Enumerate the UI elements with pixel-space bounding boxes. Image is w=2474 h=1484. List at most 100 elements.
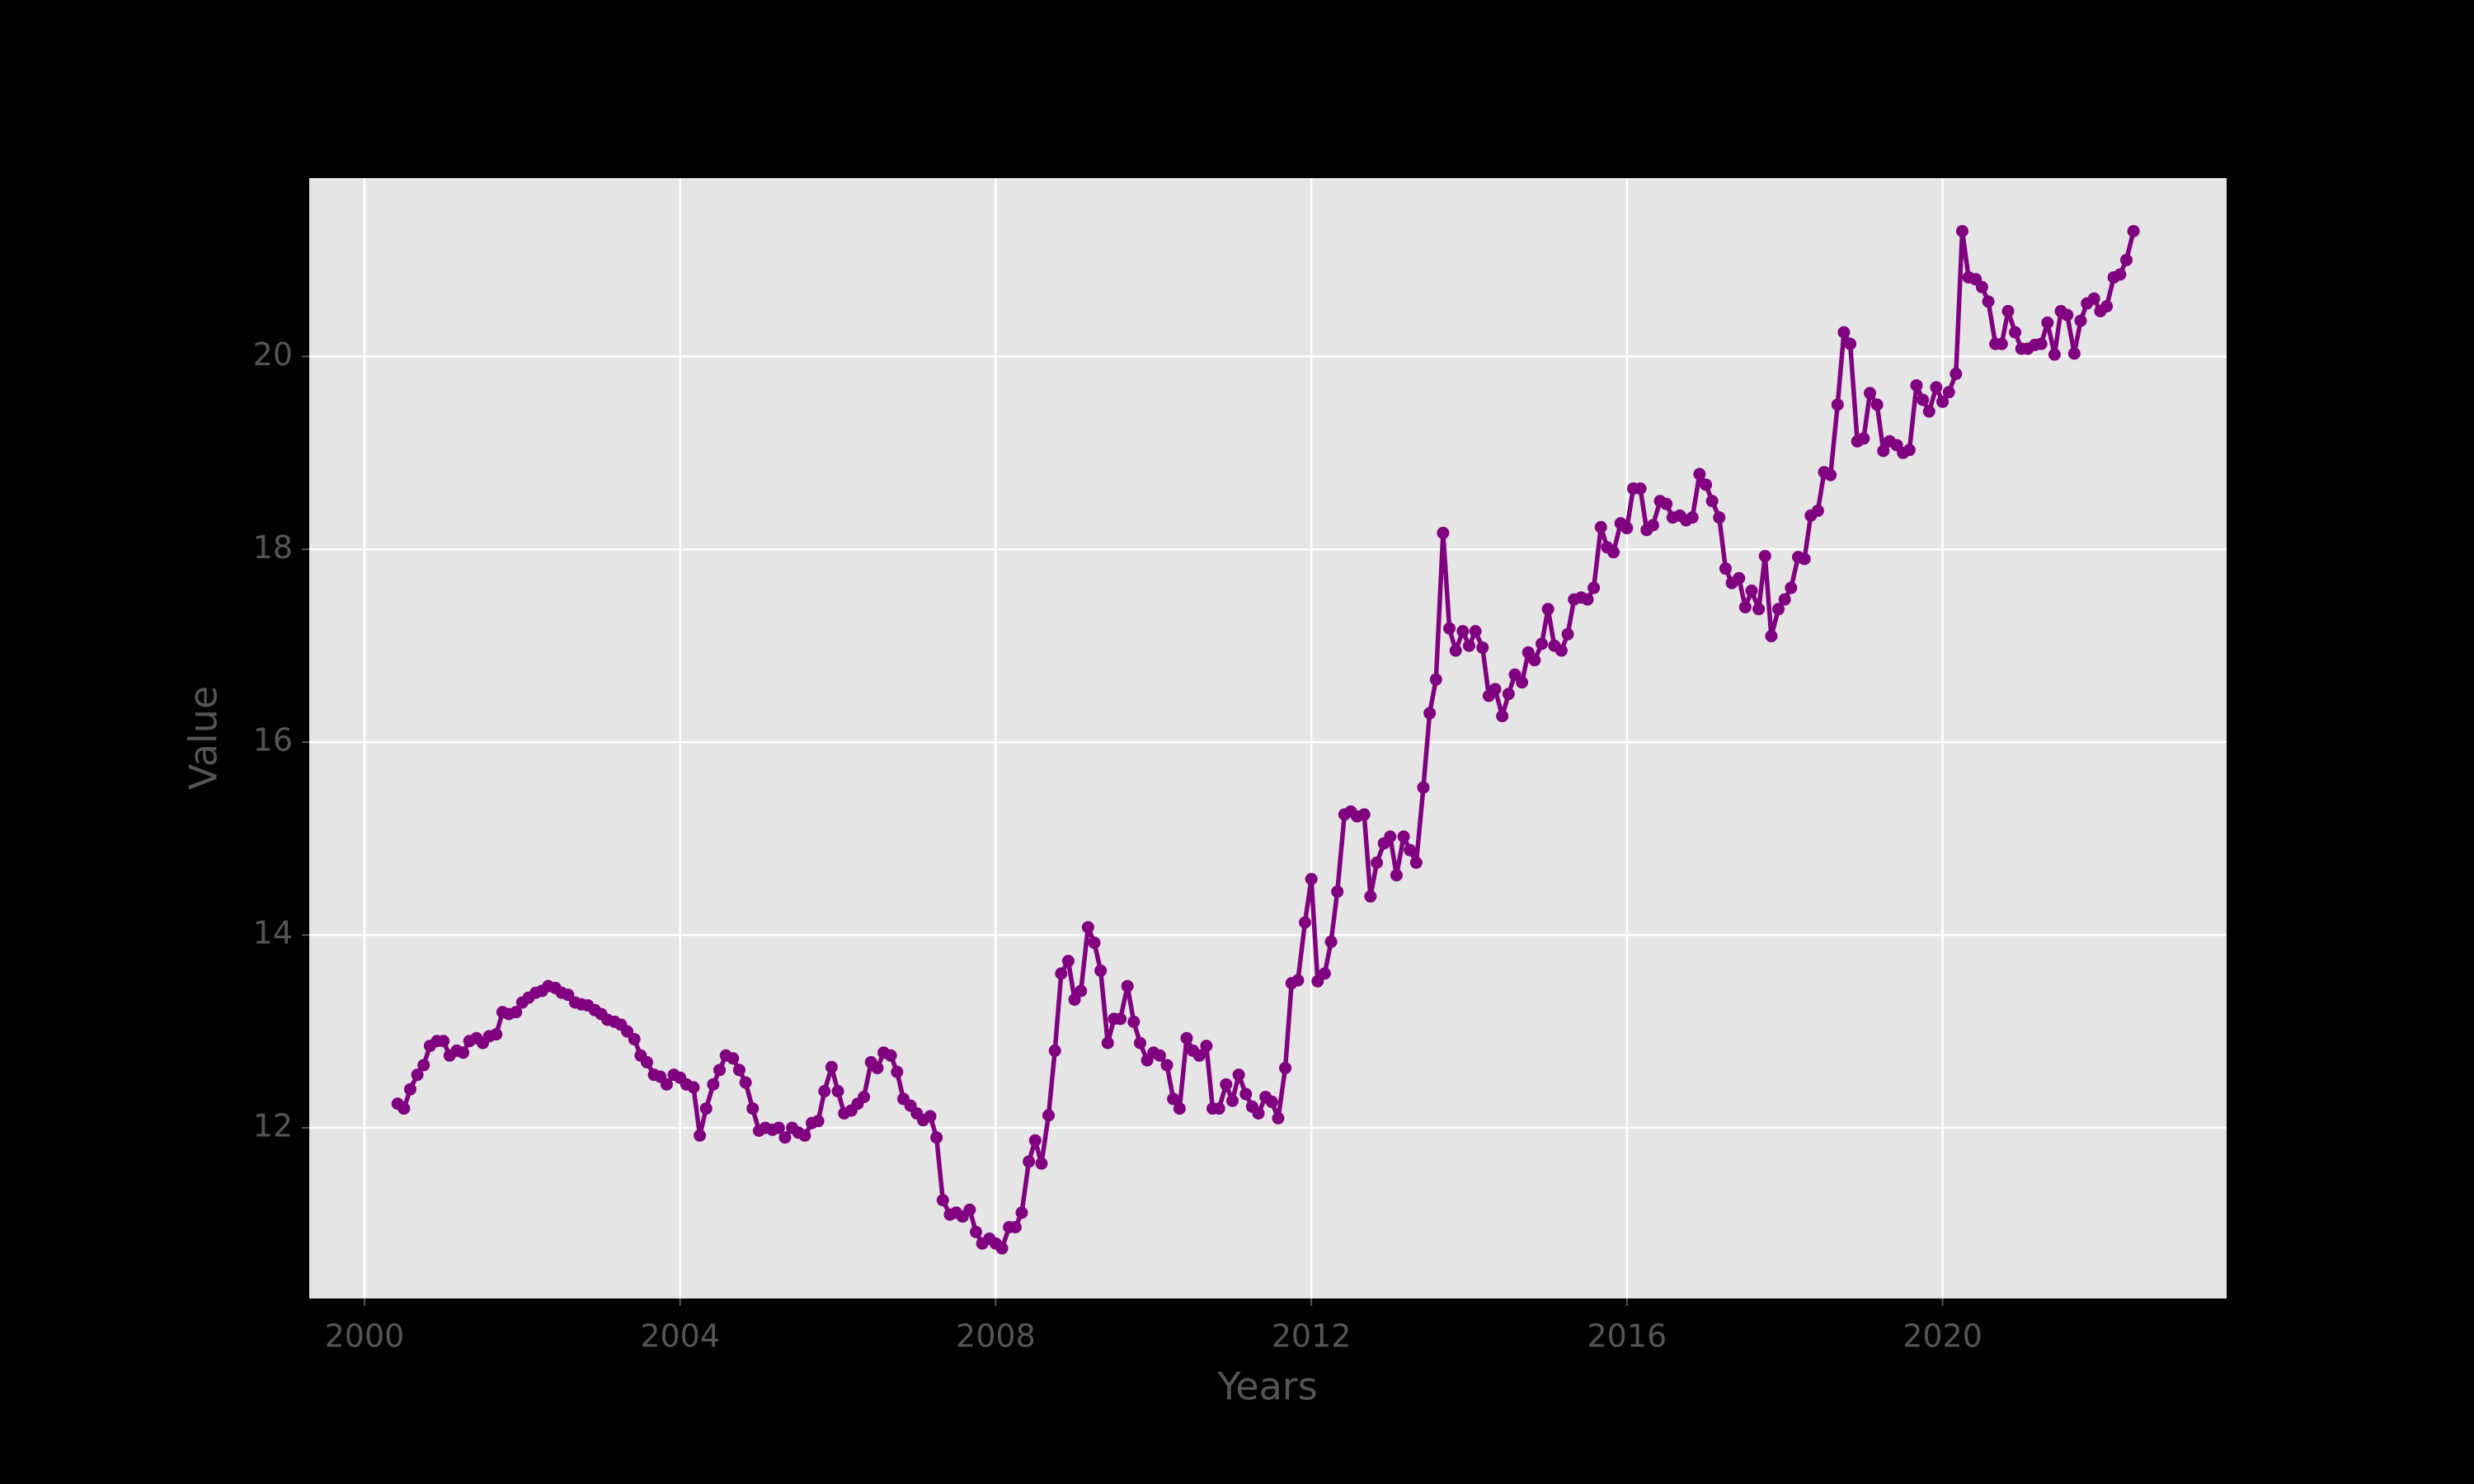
data-point xyxy=(1837,326,1851,339)
data-point xyxy=(2009,326,2022,339)
data-point xyxy=(1371,856,1384,869)
x-tick-label: 2004 xyxy=(640,1318,720,1355)
y-tick-label: 14 xyxy=(253,915,293,951)
data-point xyxy=(778,1131,792,1144)
data-point xyxy=(510,1006,523,1019)
y-tick-label: 18 xyxy=(253,529,293,566)
data-point xyxy=(858,1091,871,1104)
data-point xyxy=(2087,292,2100,305)
data-point xyxy=(930,1131,943,1144)
data-point xyxy=(1733,571,1746,585)
data-point xyxy=(1134,1036,1146,1050)
data-point xyxy=(1390,869,1403,882)
data-point xyxy=(641,1055,654,1068)
data-point xyxy=(1272,1111,1285,1125)
data-point xyxy=(1785,581,1798,594)
data-point xyxy=(1955,224,1968,237)
data-point xyxy=(1922,405,1935,418)
data-point xyxy=(2074,314,2087,327)
data-point xyxy=(1028,1134,1042,1147)
data-point xyxy=(660,1078,673,1091)
data-point xyxy=(1384,830,1397,843)
data-point xyxy=(1686,511,1699,524)
data-point xyxy=(1844,337,1857,350)
data-point xyxy=(1620,522,1634,535)
data-point xyxy=(1554,644,1568,657)
data-point xyxy=(1023,1155,1036,1168)
data-point xyxy=(1042,1109,1056,1122)
data-point xyxy=(1075,984,1088,998)
data-point xyxy=(1035,1157,1048,1170)
data-point xyxy=(713,1064,727,1077)
data-point xyxy=(1009,1220,1022,1233)
data-point xyxy=(687,1081,700,1094)
data-point xyxy=(2041,316,2054,329)
data-point xyxy=(1173,1102,1186,1115)
data-point xyxy=(1975,280,1988,294)
y-tick-label: 12 xyxy=(253,1107,293,1144)
data-point xyxy=(2119,253,2133,266)
data-point xyxy=(1192,1049,1206,1062)
data-point xyxy=(1857,432,1870,445)
data-point xyxy=(1239,1087,1253,1101)
data-point xyxy=(1870,398,1884,411)
data-point xyxy=(1068,993,1081,1006)
data-point xyxy=(2114,268,2127,281)
data-point xyxy=(1995,337,2008,350)
grid xyxy=(309,178,2227,1298)
data-point xyxy=(727,1052,740,1065)
data-point xyxy=(1088,936,1101,949)
data-point xyxy=(1877,444,1890,458)
data-point xyxy=(1765,630,1778,643)
data-point xyxy=(963,1203,976,1216)
data-point xyxy=(831,1085,844,1098)
x-tick-label: 2020 xyxy=(1903,1318,1982,1355)
data-point xyxy=(1541,603,1554,616)
data-point xyxy=(1469,625,1482,638)
data-point xyxy=(1055,967,1068,980)
data-point xyxy=(457,1046,470,1059)
data-point xyxy=(1942,386,1955,399)
data-point xyxy=(1443,622,1456,635)
data-point xyxy=(1917,393,1930,406)
data-point xyxy=(1153,1049,1166,1062)
data-point xyxy=(1594,520,1607,533)
data-point xyxy=(2001,304,2015,317)
data-point xyxy=(884,1049,897,1062)
data-point xyxy=(1607,546,1620,559)
data-point xyxy=(1417,781,1430,794)
data-point xyxy=(969,1225,982,1238)
y-tick-label: 16 xyxy=(253,722,293,758)
data-point xyxy=(1101,1036,1114,1050)
data-point xyxy=(995,1242,1009,1255)
data-point xyxy=(1950,367,1963,380)
data-point xyxy=(1121,979,1134,993)
data-point xyxy=(1798,552,1811,566)
data-point xyxy=(490,1028,503,1041)
data-point xyxy=(1200,1040,1213,1053)
data-point xyxy=(1936,395,1950,408)
data-point xyxy=(397,1102,411,1115)
data-point xyxy=(1305,872,1318,885)
data-point xyxy=(798,1129,811,1142)
data-point xyxy=(936,1194,949,1207)
data-point xyxy=(1252,1106,1265,1120)
data-point xyxy=(871,1061,884,1074)
data-point xyxy=(1167,1092,1180,1106)
data-point xyxy=(1752,603,1766,616)
data-point xyxy=(2061,308,2074,322)
data-point xyxy=(1331,885,1344,898)
data-point xyxy=(1409,856,1423,869)
data-point xyxy=(825,1060,838,1073)
data-point xyxy=(818,1085,831,1098)
data-point xyxy=(1864,387,1877,400)
data-point xyxy=(1279,1061,1292,1074)
data-point xyxy=(1127,1015,1141,1028)
data-point xyxy=(1982,295,1995,308)
data-point xyxy=(1180,1031,1193,1045)
y-axis-label: Value xyxy=(181,686,226,790)
data-point xyxy=(739,1076,752,1089)
data-point xyxy=(1516,676,1529,689)
